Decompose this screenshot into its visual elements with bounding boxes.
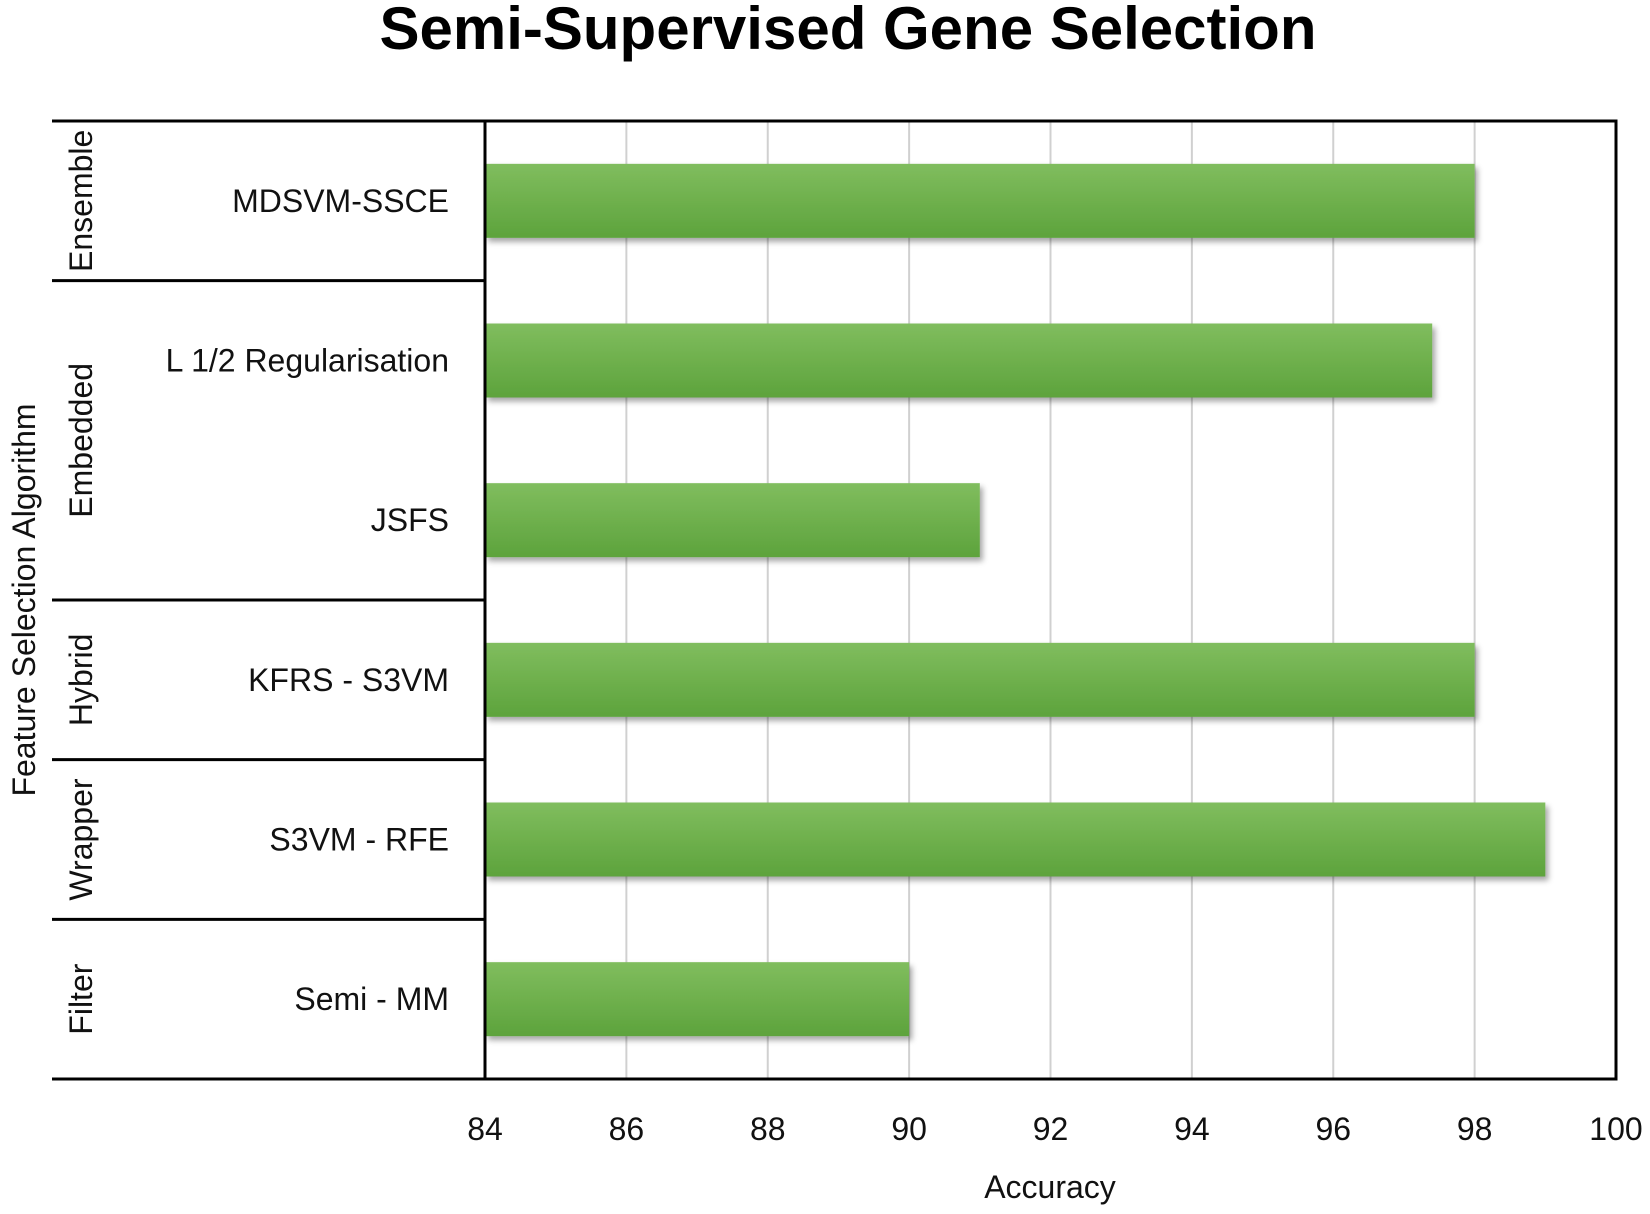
bar bbox=[485, 323, 1433, 398]
x-tick-label: 96 bbox=[1315, 1111, 1351, 1147]
group-label: Hybrid bbox=[63, 634, 99, 726]
bar bbox=[485, 483, 980, 558]
x-tick-label: 94 bbox=[1174, 1111, 1210, 1147]
group-labels: Ensemble Embedded Hybrid Wrapper Filter bbox=[63, 130, 99, 1035]
group-label: Wrapper bbox=[63, 778, 99, 900]
bar bbox=[485, 163, 1475, 238]
group-label: Ensemble bbox=[63, 130, 99, 272]
x-tick-label: 90 bbox=[891, 1111, 927, 1147]
x-tick-label: 86 bbox=[609, 1111, 645, 1147]
x-tick-label: 92 bbox=[1033, 1111, 1069, 1147]
chart-title: Semi-Supervised Gene Selection bbox=[379, 0, 1316, 62]
y-axis-label: Feature Selection Algorithm bbox=[6, 403, 42, 796]
category-labels: MDSVM-SSCE L 1/2 Regularisation JSFS KFRS -… bbox=[166, 183, 449, 1017]
bars bbox=[485, 163, 1546, 1037]
gridlines bbox=[625, 121, 1476, 1079]
category-axis bbox=[52, 119, 485, 1081]
bar bbox=[485, 962, 910, 1037]
x-tick-labels: 84 86 88 90 92 94 96 98 100 bbox=[467, 1111, 1642, 1147]
x-axis-label: Accuracy bbox=[984, 1169, 1116, 1205]
group-label: Filter bbox=[63, 963, 99, 1034]
group-label: Embedded bbox=[63, 363, 99, 518]
category-label: KFRS - S3VM bbox=[248, 662, 449, 698]
category-label: MDSVM-SSCE bbox=[232, 183, 449, 219]
category-label: L 1/2 Regularisation bbox=[166, 343, 449, 379]
x-tick-label: 88 bbox=[750, 1111, 786, 1147]
bar bbox=[485, 802, 1546, 877]
x-tick-label: 84 bbox=[467, 1111, 503, 1147]
x-tick-label: 98 bbox=[1457, 1111, 1493, 1147]
category-label: S3VM - RFE bbox=[269, 822, 449, 858]
bar bbox=[485, 642, 1475, 717]
category-label: JSFS bbox=[371, 502, 449, 538]
category-label: Semi - MM bbox=[294, 981, 449, 1017]
x-tick-label: 100 bbox=[1589, 1111, 1642, 1147]
